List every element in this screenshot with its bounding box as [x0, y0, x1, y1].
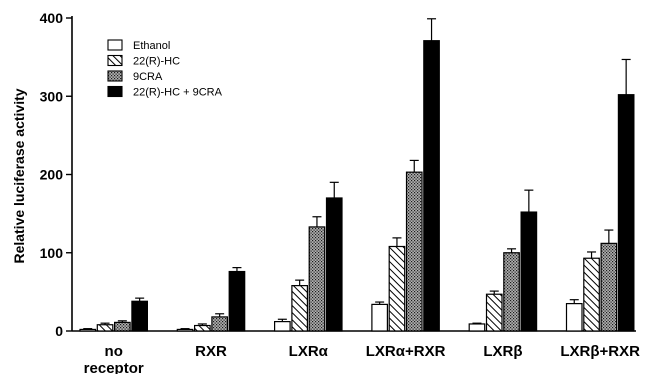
legend-swatch	[107, 85, 123, 98]
bar	[176, 328, 194, 332]
category-label: RXR	[195, 343, 227, 360]
y-axis-label: Relative luciferase activity	[11, 88, 27, 263]
bar	[423, 40, 440, 332]
bar	[388, 245, 406, 332]
bar	[96, 324, 114, 332]
y-tick-label: 400	[40, 10, 64, 26]
y-tick-label: 0	[55, 323, 63, 339]
axes	[71, 16, 636, 332]
bar	[468, 323, 486, 332]
bar	[228, 270, 246, 332]
bar	[371, 303, 388, 332]
bar	[405, 171, 423, 332]
legend-swatch	[107, 70, 123, 82]
bar	[308, 226, 326, 332]
category-label: receptor	[84, 360, 144, 374]
legend: Ethanol 22(R)-HC 9CRA 22(R)-HC + 9CRA	[107, 39, 223, 99]
category-label: LXRα	[289, 343, 329, 360]
legend-label: Ethanol	[133, 40, 170, 52]
bar	[520, 211, 538, 332]
bar	[565, 303, 583, 332]
bar	[211, 316, 228, 332]
bar	[291, 285, 308, 332]
bar	[113, 321, 131, 332]
bar	[325, 197, 343, 332]
legend-label: 22(R)-HC	[133, 56, 180, 68]
bar	[194, 324, 211, 332]
legend-swatch	[107, 54, 123, 67]
category-label: LXRα+RXR	[366, 343, 446, 360]
category-label: no	[105, 343, 123, 360]
bar	[600, 242, 618, 332]
y-tick-label: 300	[40, 88, 64, 104]
bar	[485, 293, 503, 332]
category-label: LXRβ+RXR	[560, 343, 640, 360]
y-axis-ticks: 0 100 200 300 400	[40, 10, 72, 339]
bar	[617, 94, 635, 332]
bar	[131, 300, 148, 332]
legend-label: 22(R)-HC + 9CRA	[133, 87, 223, 99]
y-tick-label: 100	[40, 245, 64, 261]
category-label: LXRβ	[483, 343, 522, 360]
bar	[503, 252, 520, 332]
legend-swatch	[107, 39, 123, 51]
bar	[79, 328, 97, 332]
legend-label: 9CRA	[133, 71, 163, 83]
y-tick-label: 200	[40, 167, 64, 183]
bar	[274, 321, 291, 332]
bars	[79, 18, 635, 332]
bar	[583, 257, 600, 332]
